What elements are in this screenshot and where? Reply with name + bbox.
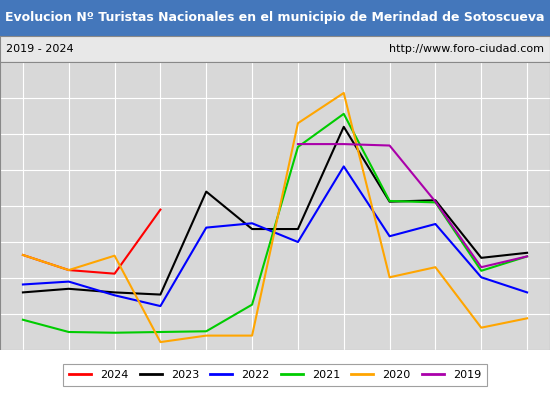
Text: 2019 - 2024: 2019 - 2024	[6, 44, 73, 54]
Text: Evolucion Nº Turistas Nacionales en el municipio de Merindad de Sotoscueva: Evolucion Nº Turistas Nacionales en el m…	[6, 12, 544, 24]
Legend: 2024, 2023, 2022, 2021, 2020, 2019: 2024, 2023, 2022, 2021, 2020, 2019	[63, 364, 487, 386]
Text: http://www.foro-ciudad.com: http://www.foro-ciudad.com	[389, 44, 544, 54]
